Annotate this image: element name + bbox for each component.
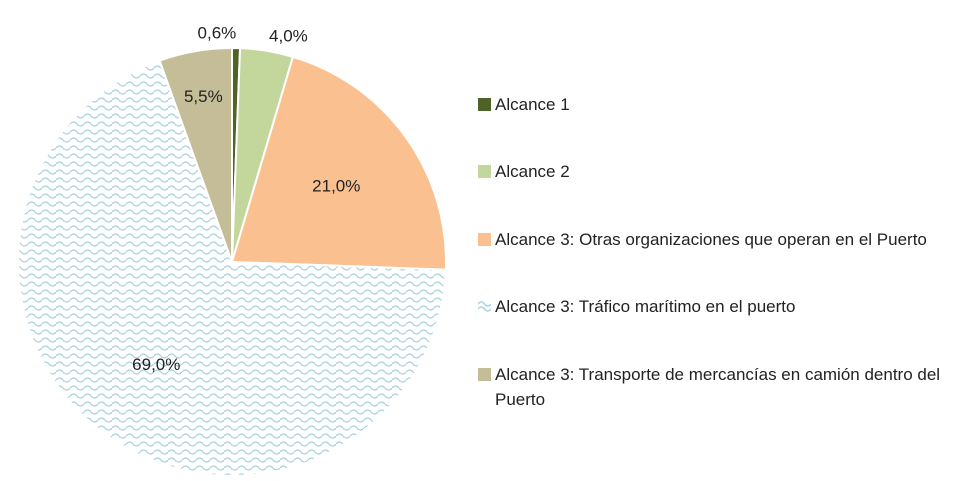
legend-swatch	[478, 368, 491, 381]
data-label: 0,6%	[198, 24, 237, 43]
legend-swatch	[478, 301, 491, 312]
data-label: 21,0%	[312, 177, 360, 196]
pie-slice	[17, 59, 447, 477]
legend-swatch-mark	[478, 165, 491, 178]
legend-label: Alcance 3: Tráfico marítimo en el puerto	[495, 297, 796, 316]
legend-label: Alcance 3: Transporte de mercancías en c…	[495, 365, 941, 409]
data-label: 69,0%	[132, 355, 180, 374]
legend-item: Alcance 2	[478, 159, 968, 184]
legend-swatch-mark	[478, 98, 491, 111]
legend-item: Alcance 3: Transporte de mercancías en c…	[478, 362, 968, 412]
legend-swatch	[478, 233, 491, 246]
data-label: 5,5%	[184, 87, 223, 106]
legend-swatch-mark	[478, 233, 491, 246]
pie-area: 0,6% 4,0% 21,0% 69,0% 5,5%	[17, 24, 447, 477]
legend-label: Alcance 2	[495, 162, 570, 181]
legend-swatch	[478, 98, 491, 111]
legend-swatch-mark	[478, 368, 491, 381]
legend-label: Alcance 1	[495, 95, 570, 114]
pie-slice	[230, 55, 447, 271]
pie-slice	[158, 46, 233, 263]
legend-item: Alcance 3: Tráfico marítimo en el puerto	[478, 294, 968, 319]
data-label: 4,0%	[269, 27, 308, 46]
legend-swatch-mark	[478, 301, 491, 312]
legend-label: Alcance 3: Otras organizaciones que oper…	[495, 230, 927, 249]
legend-swatch	[478, 165, 491, 178]
legend-item: Alcance 3: Otras organizaciones que oper…	[478, 227, 968, 252]
legend-item: Alcance 1	[478, 92, 968, 117]
